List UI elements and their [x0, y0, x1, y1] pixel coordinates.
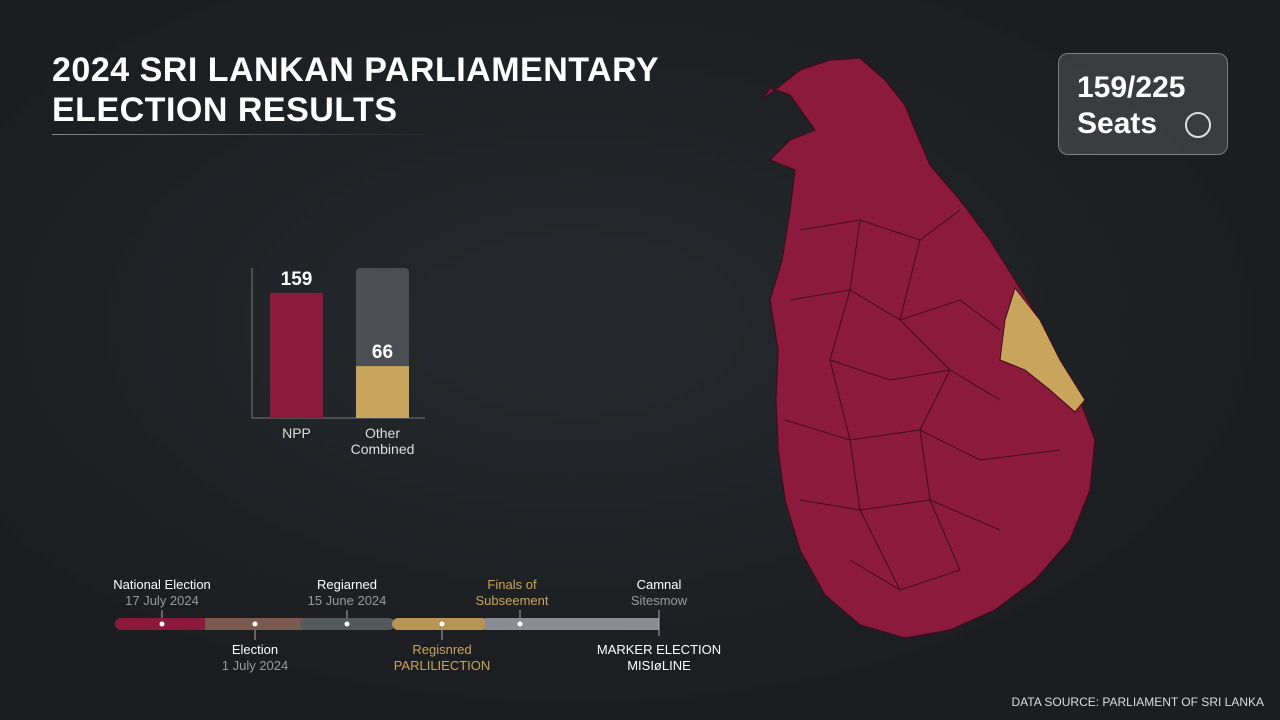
map-other-region: [999, 286, 1086, 413]
data-source: DATA SOURCE: PARLIAMENT OF SRI LANKA: [1011, 695, 1265, 709]
timeline-label: Election 1 July 2024: [221, 642, 289, 673]
bar-npp: [270, 293, 323, 418]
title-divider: [52, 134, 442, 135]
category-label: NPP: [282, 425, 311, 441]
category-label: Combined: [351, 441, 415, 457]
category-label: Other: [365, 425, 400, 441]
compass-icon: [1185, 112, 1211, 138]
timeline-bar: [115, 610, 660, 640]
timeline-label: Regisnred PARLILIECTION: [393, 642, 491, 673]
timeline-label: MARKER ELECTION MISIøLINE: [596, 642, 722, 673]
data-label: 66: [372, 342, 393, 363]
sri-lanka-map: [761, 57, 1096, 639]
data-label: 159: [281, 269, 313, 290]
page-title: 2024 SRI LANKAN PARLIAMENTARY ELECTION RE…: [52, 51, 660, 129]
timeline-label: Finals of Subseement: [475, 577, 549, 608]
timeline-label: Camnal Sitesmow: [630, 577, 688, 608]
timeline-label: National Election 17 July 2024: [113, 577, 211, 608]
bar-other-combined: [356, 366, 409, 418]
timeline-label: Regiarned 15 June 2024: [307, 577, 387, 608]
seats-badge: 159/225 Seats: [1058, 53, 1228, 155]
